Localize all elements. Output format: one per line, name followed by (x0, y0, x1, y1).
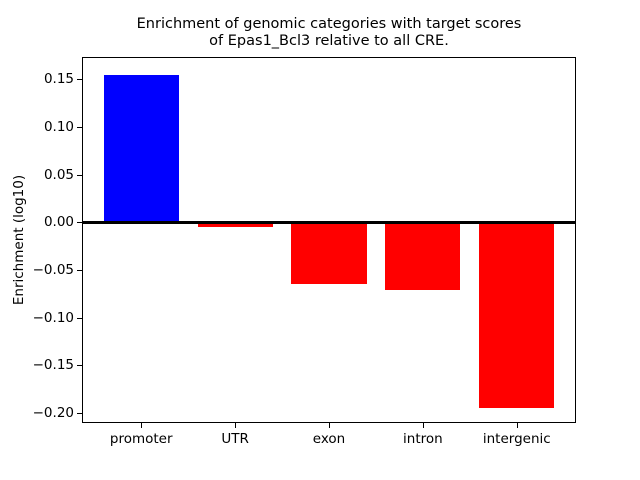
y-tick-label: 0.00 (43, 214, 74, 231)
y-tick-label: −0.05 (32, 262, 74, 279)
x-tick-label-intron: intron (403, 431, 443, 447)
plot-area (82, 57, 576, 423)
y-tick-mark (77, 79, 82, 81)
chart-title-line-1: Enrichment of genomic categories with ta… (136, 16, 522, 32)
x-tick-label-exon: exon (312, 431, 346, 447)
chart-title: Enrichment of genomic categories with ta… (82, 16, 576, 50)
y-tick-label: −0.10 (32, 309, 74, 326)
x-tick-mark (516, 423, 518, 428)
x-tick-mark (329, 423, 330, 428)
x-tick-label-intergenic: intergenic (482, 431, 551, 447)
bar-utr (197, 222, 273, 228)
x-tick-mark (422, 423, 424, 428)
y-tick-label: 0.10 (43, 119, 74, 136)
x-tick-label-utr: UTR (221, 431, 249, 447)
x-tick-mark (235, 423, 237, 428)
y-tick-mark (77, 127, 82, 129)
y-tick-label: 0.05 (43, 166, 74, 183)
chart-title-line-2: of Epas1_Bcl3 relative to all CRE. (209, 33, 449, 49)
y-tick-mark (77, 317, 82, 319)
y-tick-label: −0.15 (32, 357, 74, 374)
y-tick-mark (77, 222, 82, 224)
y-tick-mark (77, 365, 82, 367)
x-tick-label-promoter: promoter (109, 431, 173, 447)
zero-line (83, 220, 575, 224)
y-axis-label: Enrichment (log10) (11, 174, 27, 306)
bar-intron (385, 222, 461, 290)
y-tick-label: 0.15 (43, 71, 74, 88)
x-tick-mark (141, 423, 143, 428)
bar-intergenic (479, 222, 555, 409)
y-tick-label: −0.20 (32, 404, 74, 421)
y-tick-mark (77, 412, 82, 414)
y-tick-mark (77, 174, 82, 176)
bar-exon (291, 222, 367, 285)
y-tick-mark (77, 270, 82, 272)
bar-promoter (103, 74, 179, 223)
